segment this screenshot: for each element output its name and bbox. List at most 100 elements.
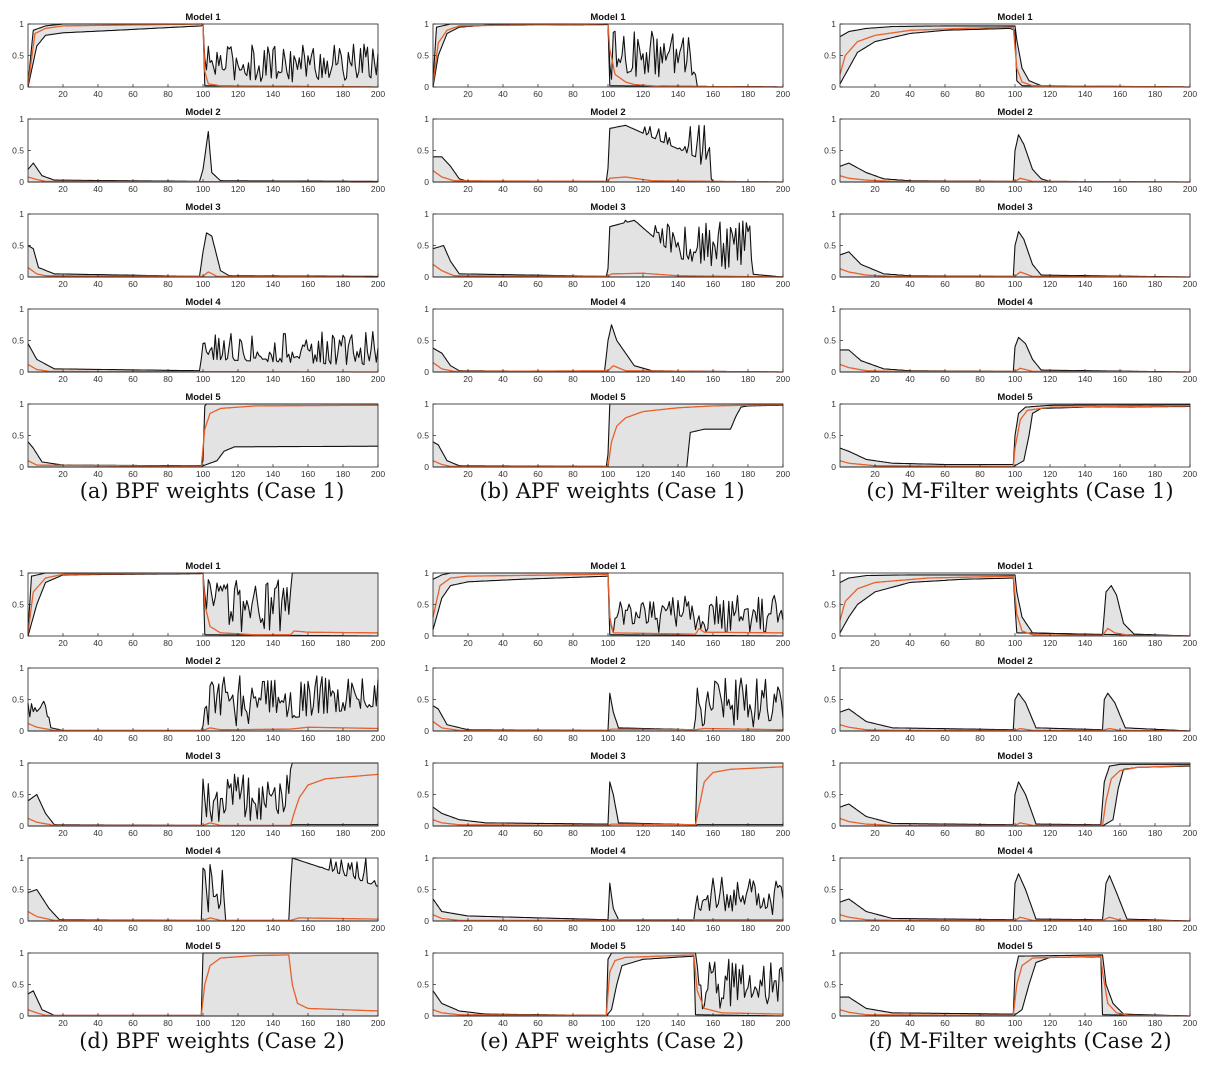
- y-tick-label: 1: [424, 568, 429, 578]
- x-tick-label: 180: [1148, 374, 1162, 384]
- x-tick-label: 140: [1078, 638, 1092, 648]
- x-tick-label: 140: [1078, 184, 1092, 194]
- x-tick-label: 160: [1113, 374, 1127, 384]
- x-tick-label: 60: [128, 733, 138, 743]
- mean-weight-line: [432, 954, 783, 1017]
- y-tick-label: 0: [424, 462, 429, 472]
- x-tick-label: 80: [975, 828, 985, 838]
- x-tick-label: 80: [568, 638, 578, 648]
- x-tick-label: 120: [636, 733, 650, 743]
- confidence-band: [28, 675, 378, 731]
- x-tick-label: 40: [93, 279, 103, 289]
- x-tick-label: 140: [1078, 279, 1092, 289]
- y-tick-label: 0: [831, 82, 836, 92]
- x-tick-label: 120: [231, 89, 245, 99]
- x-tick-label: 20: [58, 469, 68, 479]
- x-tick-label: 200: [371, 923, 385, 933]
- x-tick-label: 120: [1043, 923, 1057, 933]
- subplot-title: Model 4: [590, 846, 626, 857]
- x-tick-label: 100: [196, 279, 210, 289]
- x-tick-label: 180: [336, 828, 350, 838]
- x-tick-label: 100: [1008, 1018, 1022, 1028]
- subplot-title: Model 3: [590, 202, 625, 213]
- x-tick-label: 100: [1008, 638, 1022, 648]
- x-tick-label: 200: [371, 638, 385, 648]
- x-tick-label: 60: [533, 374, 543, 384]
- x-tick-label: 80: [568, 374, 578, 384]
- x-tick-label: 20: [58, 279, 68, 289]
- x-tick-label: 20: [58, 374, 68, 384]
- confidence-band: [433, 125, 783, 182]
- confidence-band: [840, 25, 1190, 87]
- x-tick-label: 80: [975, 184, 985, 194]
- subplot-title: Model 5: [997, 392, 1033, 403]
- x-tick-label: 160: [1113, 279, 1127, 289]
- x-tick-label: 60: [940, 638, 950, 648]
- x-tick-label: 160: [1113, 1018, 1127, 1028]
- subplot-a-3: Model 3 20 40 60 80 100 120 140 160 180 200 0 0.5 1: [12, 202, 385, 289]
- x-tick-label: 80: [975, 374, 985, 384]
- x-tick-label: 140: [1078, 469, 1092, 479]
- x-tick-label: 80: [163, 828, 173, 838]
- subplot-title: Model 3: [997, 751, 1032, 762]
- x-tick-label: 40: [498, 89, 508, 99]
- x-tick-label: 80: [975, 923, 985, 933]
- x-tick-label: 40: [93, 828, 103, 838]
- y-tick-label: 0.5: [12, 600, 24, 610]
- y-tick-label: 0: [831, 726, 836, 736]
- subplot-e-5: Model 5 20 40 60 80 100 120 140 160 180 200 0 0.5 1: [417, 941, 790, 1028]
- y-tick-label: 1: [424, 853, 429, 863]
- band-upper-line: [839, 404, 1190, 466]
- y-tick-label: 0.5: [417, 600, 429, 610]
- y-tick-label: 0.5: [824, 336, 836, 346]
- subplot-f-1: Model 1 20 40 60 80 100 120 140 160 180 200 0 0.5 1: [824, 561, 1197, 648]
- panel-caption: (a) BPF weights (Case 1): [80, 479, 345, 503]
- x-tick-label: 40: [905, 469, 915, 479]
- x-tick-label: 160: [706, 279, 720, 289]
- x-tick-label: 140: [1078, 374, 1092, 384]
- confidence-band: [28, 763, 378, 826]
- x-tick-label: 60: [533, 733, 543, 743]
- y-tick-label: 0.5: [824, 600, 836, 610]
- x-tick-label: 100: [196, 638, 210, 648]
- y-tick-label: 1: [831, 948, 836, 958]
- confidence-band: [28, 24, 378, 87]
- x-tick-label: 180: [741, 469, 755, 479]
- x-tick-label: 180: [336, 923, 350, 933]
- x-tick-label: 200: [776, 1018, 790, 1028]
- subplot-f-3: Model 3 20 40 60 80 100 120 140 160 180 200 0 0.5 1: [824, 751, 1197, 838]
- y-tick-label: 0: [831, 367, 836, 377]
- x-tick-label: 200: [776, 184, 790, 194]
- y-tick-label: 0: [424, 631, 429, 641]
- x-tick-label: 160: [301, 184, 315, 194]
- x-tick-label: 40: [498, 733, 508, 743]
- subplot-e-4: Model 4 20 40 60 80 100 120 140 160 180 200 0 0.5 1: [417, 846, 790, 933]
- x-tick-label: 20: [870, 469, 880, 479]
- y-tick-label: 1: [19, 19, 24, 29]
- x-tick-label: 80: [975, 1018, 985, 1028]
- x-tick-label: 180: [336, 638, 350, 648]
- x-tick-label: 120: [636, 1018, 650, 1028]
- y-tick-label: 0.5: [824, 695, 836, 705]
- x-tick-label: 80: [568, 184, 578, 194]
- y-tick-label: 0.5: [417, 336, 429, 346]
- x-tick-label: 180: [336, 1018, 350, 1028]
- y-tick-label: 1: [424, 19, 429, 29]
- x-tick-label: 160: [706, 1018, 720, 1028]
- y-tick-label: 1: [424, 209, 429, 219]
- x-tick-label: 180: [741, 923, 755, 933]
- x-tick-label: 40: [498, 184, 508, 194]
- confidence-band: [433, 573, 783, 636]
- x-tick-label: 200: [1183, 469, 1197, 479]
- x-tick-label: 80: [163, 923, 173, 933]
- x-tick-label: 120: [231, 184, 245, 194]
- x-tick-label: 140: [266, 374, 280, 384]
- x-tick-label: 200: [1183, 638, 1197, 648]
- x-tick-label: 180: [336, 184, 350, 194]
- panel-caption: (c) M-Filter weights (Case 1): [866, 479, 1173, 503]
- band-lower-line: [432, 24, 783, 88]
- subplot-title: Model 4: [185, 297, 221, 308]
- x-tick-label: 60: [940, 184, 950, 194]
- x-tick-label: 100: [196, 184, 210, 194]
- x-tick-label: 40: [905, 184, 915, 194]
